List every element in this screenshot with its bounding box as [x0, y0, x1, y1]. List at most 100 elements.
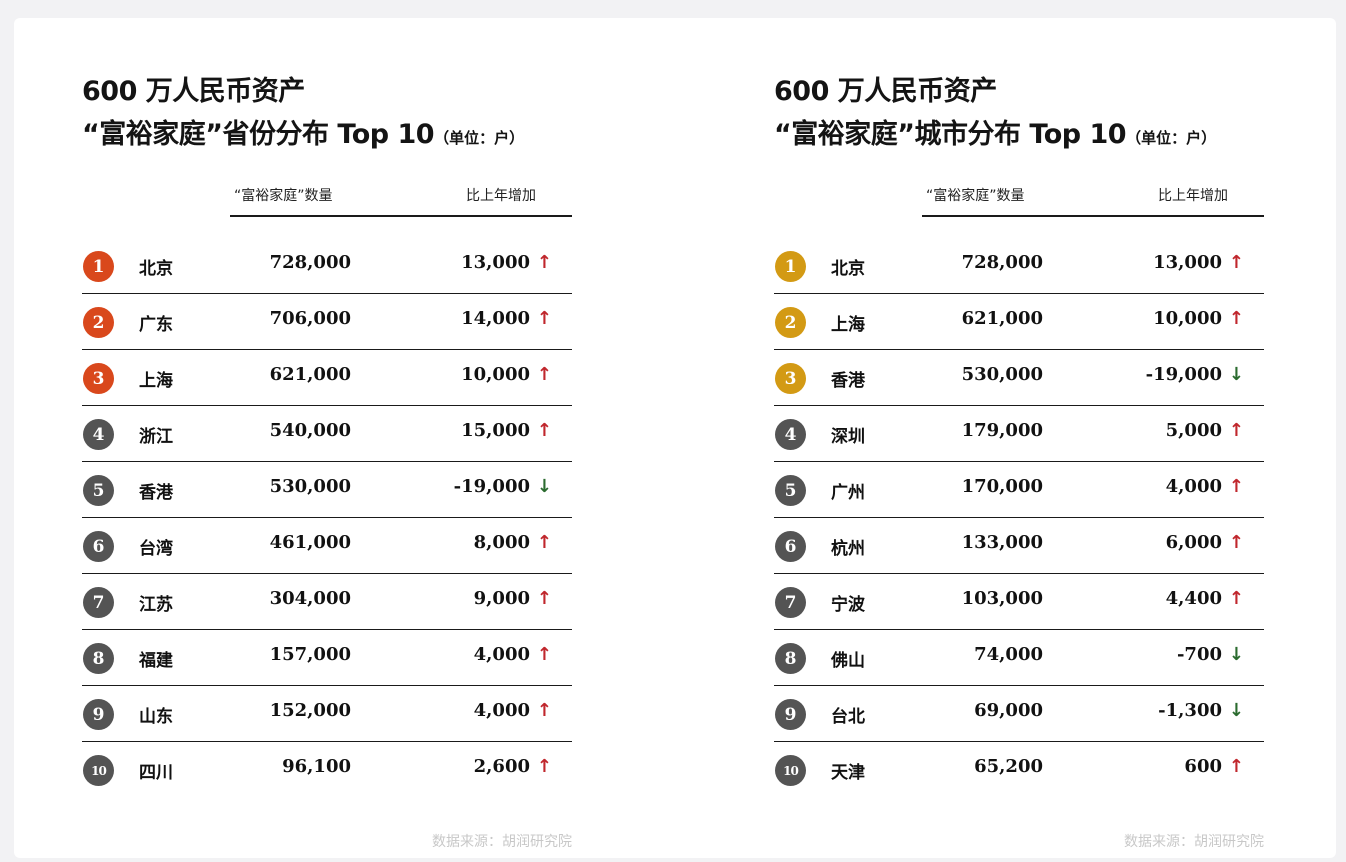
region-name: 北京 [831, 259, 865, 279]
rank-badge: 9 [775, 699, 806, 730]
household-count: 157,000 [269, 644, 351, 665]
region-name: 香港 [139, 483, 173, 503]
household-count: 69,000 [974, 700, 1043, 721]
household-count: 179,000 [961, 420, 1043, 441]
yoy-change: 15,000 [461, 420, 530, 441]
rank-badge: 1 [83, 251, 114, 282]
yoy-change: 600 [1184, 756, 1222, 777]
rank-badge: 1 [775, 251, 806, 282]
region-name: 佛山 [831, 651, 865, 671]
col-change-header: 比上年增加 [466, 188, 536, 204]
yoy-change: 13,000 [1153, 252, 1222, 273]
rank-badge: 2 [775, 307, 806, 338]
rank-badge: 3 [775, 363, 806, 394]
yoy-change: -19,000 [453, 476, 530, 497]
table-row: 8 佛山 74,000 -700 ↓ [774, 630, 1264, 686]
region-name: 北京 [139, 259, 173, 279]
rank-badge: 4 [83, 419, 114, 450]
household-count: 304,000 [269, 588, 351, 609]
rank-badge: 6 [83, 531, 114, 562]
region-name: 天津 [831, 763, 865, 783]
rank-badge: 8 [775, 643, 806, 674]
region-name: 宁波 [831, 595, 865, 615]
arrow-up-icon: ↑ [536, 644, 552, 665]
arrow-up-icon: ↑ [1228, 252, 1244, 273]
household-count: 103,000 [961, 588, 1043, 609]
table-row: 9 台北 69,000 -1,300 ↓ [774, 686, 1264, 742]
arrow-down-icon: ↓ [1228, 364, 1244, 385]
rank-badge: 5 [775, 475, 806, 506]
unit-label: （单位：户） [434, 129, 525, 147]
region-name: 香港 [831, 371, 865, 391]
yoy-change: 4,000 [473, 700, 530, 721]
household-count: 170,000 [961, 476, 1043, 497]
table-row: 1 北京 728,000 13,000 ↑ [774, 238, 1264, 294]
table-row: 6 杭州 133,000 6,000 ↑ [774, 518, 1264, 574]
yoy-change: 6,000 [1165, 532, 1222, 553]
yoy-change: 14,000 [461, 308, 530, 329]
data-source: 数据来源：胡润研究院 [1124, 834, 1264, 850]
rank-badge: 8 [83, 643, 114, 674]
yoy-change: -700 [1176, 644, 1222, 665]
arrow-up-icon: ↑ [1228, 308, 1244, 329]
table-row: 7 江苏 304,000 9,000 ↑ [82, 574, 572, 630]
arrow-up-icon: ↑ [1228, 588, 1244, 609]
rank-badge: 5 [83, 475, 114, 506]
household-count: 74,000 [974, 644, 1043, 665]
table-row: 3 上海 621,000 10,000 ↑ [82, 350, 572, 406]
rank-badge: 2 [83, 307, 114, 338]
ranking-list: 1 北京 728,000 13,000 ↑ 2 上海 621,000 10,000 ↑ 3 香港 530… [774, 238, 1264, 798]
col-change-header: 比上年增加 [1158, 188, 1228, 204]
yoy-change: 13,000 [461, 252, 530, 273]
table-row: 5 广州 170,000 4,000 ↑ [774, 462, 1264, 518]
yoy-change: 10,000 [1153, 308, 1222, 329]
arrow-up-icon: ↑ [536, 420, 552, 441]
yoy-change: 10,000 [461, 364, 530, 385]
region-name: 江苏 [139, 595, 173, 615]
rank-badge: 4 [775, 419, 806, 450]
table-row: 4 深圳 179,000 5,000 ↑ [774, 406, 1264, 462]
yoy-change: -19,000 [1145, 364, 1222, 385]
table-row: 3 香港 530,000 -19,000 ↓ [774, 350, 1264, 406]
region-name: 上海 [831, 315, 865, 335]
region-name: 深圳 [831, 427, 865, 447]
table-row: 5 香港 530,000 -19,000 ↓ [82, 462, 572, 518]
arrow-up-icon: ↑ [536, 700, 552, 721]
table-row: 9 山东 152,000 4,000 ↑ [82, 686, 572, 742]
region-name: 福建 [139, 651, 173, 671]
arrow-up-icon: ↑ [536, 308, 552, 329]
table-row: 8 福建 157,000 4,000 ↑ [82, 630, 572, 686]
arrow-up-icon: ↑ [536, 532, 552, 553]
panel-title-text: “富裕家庭”省份分布 Top 10 [82, 119, 435, 150]
household-count: 540,000 [269, 420, 351, 441]
province-panel: 600 万人民币资产 “富裕家庭”省份分布 Top 10（单位：户） “富裕家庭… [82, 70, 582, 850]
region-name: 四川 [139, 763, 173, 783]
arrow-up-icon: ↑ [536, 756, 552, 777]
table-row: 6 台湾 461,000 8,000 ↑ [82, 518, 572, 574]
table-row: 2 广东 706,000 14,000 ↑ [82, 294, 572, 350]
yoy-change: 8,000 [473, 532, 530, 553]
region-name: 浙江 [139, 427, 173, 447]
household-count: 706,000 [269, 308, 351, 329]
region-name: 台湾 [139, 539, 173, 559]
rank-badge: 10 [775, 755, 806, 786]
region-name: 广东 [139, 315, 173, 335]
arrow-up-icon: ↑ [1228, 532, 1244, 553]
ranking-list: 1 北京 728,000 13,000 ↑ 2 广东 706,000 14,000 ↑ 3 上海 621… [82, 238, 572, 798]
column-header: “富裕家庭”数量 比上年增加 [922, 185, 1264, 217]
arrow-up-icon: ↑ [536, 588, 552, 609]
rank-badge: 10 [83, 755, 114, 786]
data-source: 数据来源：胡润研究院 [432, 834, 572, 850]
yoy-change: 2,600 [473, 756, 530, 777]
household-count: 728,000 [961, 252, 1043, 273]
col-count-header: “富裕家庭”数量 [926, 188, 1025, 204]
household-count: 96,100 [282, 756, 351, 777]
panel-title-line2: “富裕家庭”省份分布 Top 10（单位：户） [82, 113, 582, 160]
yoy-change: 5,000 [1165, 420, 1222, 441]
household-count: 621,000 [961, 308, 1043, 329]
arrow-up-icon: ↑ [1228, 756, 1244, 777]
household-count: 621,000 [269, 364, 351, 385]
region-name: 台北 [831, 707, 865, 727]
unit-label: （单位：户） [1126, 129, 1217, 147]
rank-badge: 6 [775, 531, 806, 562]
